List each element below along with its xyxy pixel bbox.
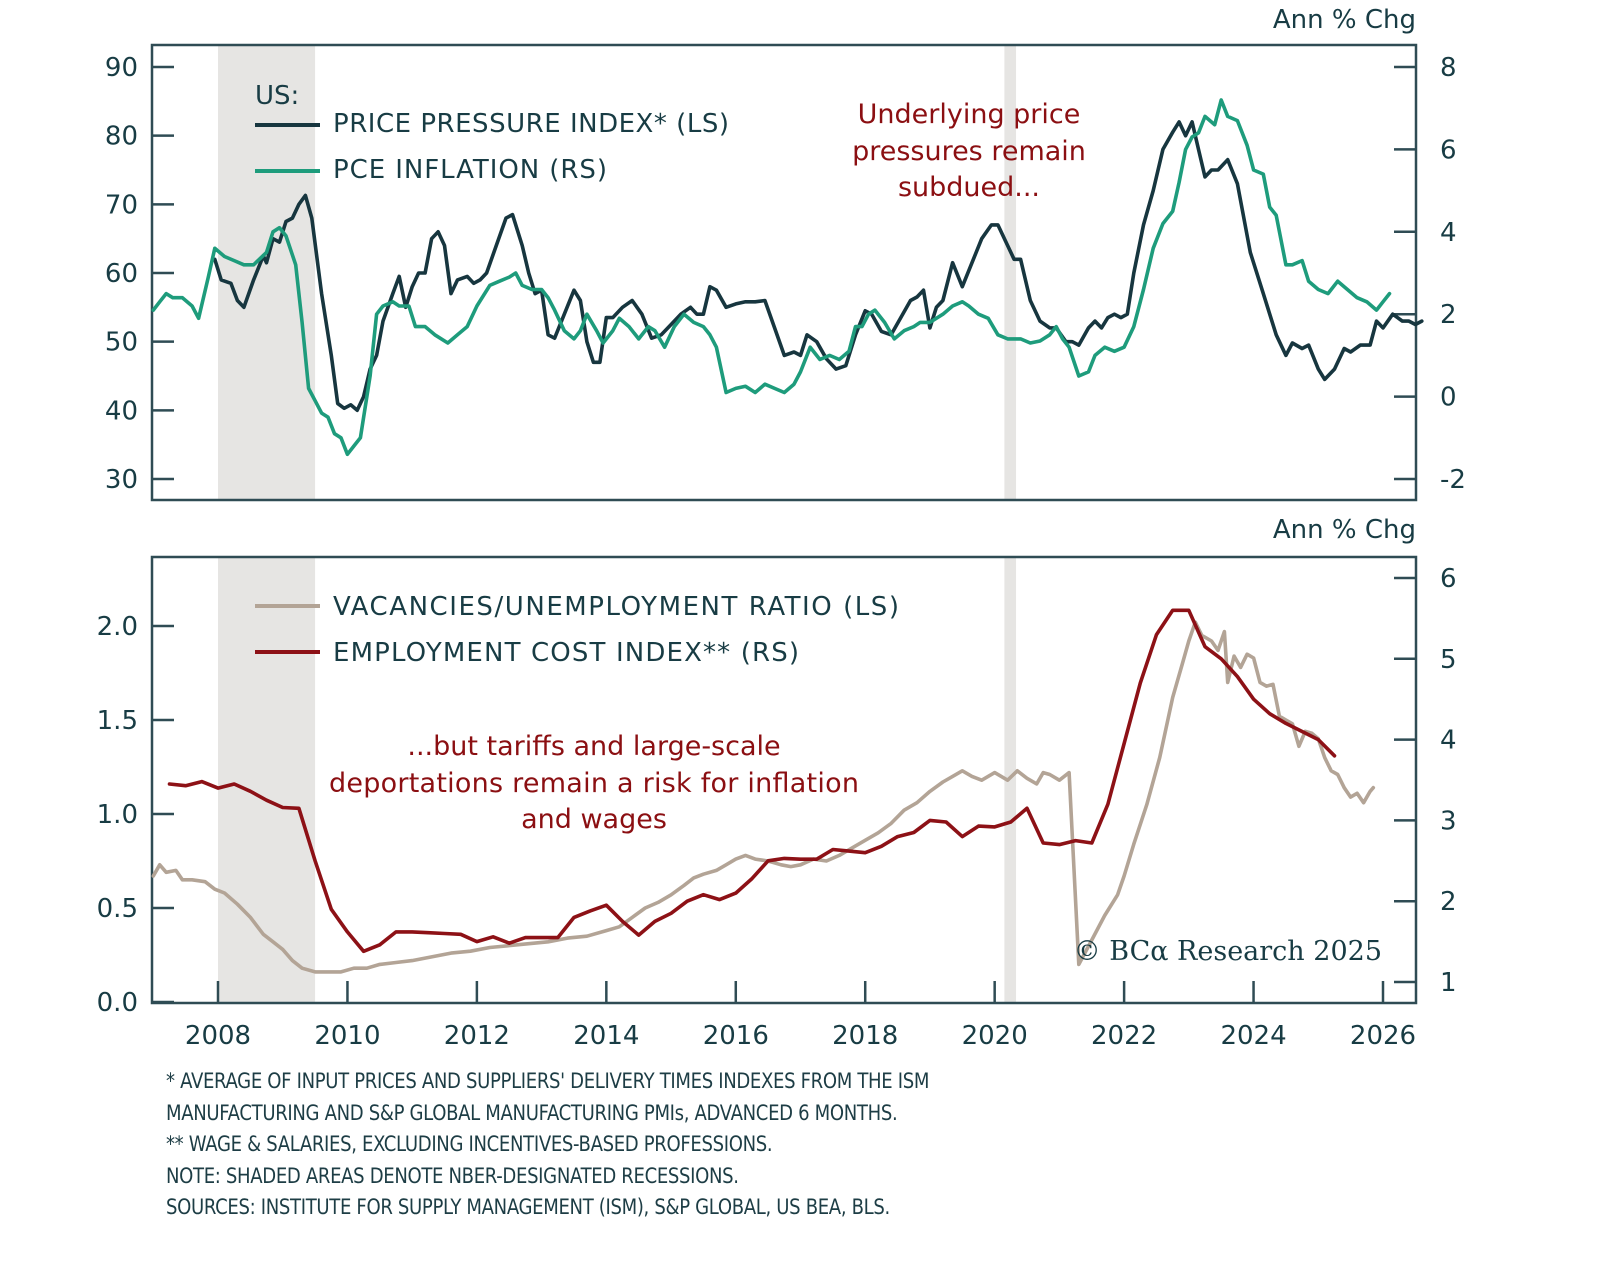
x-axis-tick-label: 2010: [314, 1021, 380, 1051]
x-axis: 2008 2010 2012 2014 2016 2018 2020 2022 2024 2026: [185, 981, 1416, 1051]
right-axis-tick-label: 2: [1440, 300, 1457, 330]
top-right-axis: -2 0 2 4 6 8: [1394, 53, 1466, 495]
right-axis-tick-label: 1: [1440, 968, 1457, 998]
left-axis-tick-label: 1.0: [97, 800, 138, 830]
footnote-1: * AVERAGE OF INPUT PRICES AND SUPPLIERS'…: [166, 1069, 930, 1093]
right-axis-tick-label: 3: [1440, 806, 1457, 836]
series-line-pce-inflation-rs: [151, 98, 1392, 457]
bottom-plot-frame: [150, 555, 1418, 1005]
legend-label-price-pressure: PRICE PRESSURE INDEX* (LS): [333, 109, 729, 139]
x-axis-tick-label: 2016: [703, 1021, 769, 1051]
series-line-employment-cost-index-rs: [167, 608, 1337, 954]
left-axis-tick-label: 90: [105, 53, 138, 83]
left-axis-tick-label: 80: [105, 122, 138, 152]
legend-label-vacancies-ratio: VACANCIES/UNEMPLOYMENT RATIO (LS): [333, 592, 899, 622]
bottom-annotation-line-2: deportations remain a risk for inflation: [329, 768, 859, 799]
right-axis-tick-label: 2: [1440, 887, 1457, 917]
right-axis-tick-label: 4: [1440, 726, 1457, 756]
footnote-3: ** WAGE & SALARIES, EXCLUDING INCENTIVES…: [166, 1132, 773, 1156]
bottom-annotation-line-3: and wages: [521, 804, 667, 835]
top-legend-header: US:: [255, 81, 299, 111]
footnotes: * AVERAGE OF INPUT PRICES AND SUPPLIERS'…: [166, 1066, 929, 1224]
x-axis-tick-label: 2024: [1220, 1021, 1286, 1051]
top-recession-shading: [218, 45, 1017, 500]
footnote-4: NOTE: SHADED AREAS DENOTE NBER-DESIGNATE…: [166, 1163, 739, 1188]
right-axis-tick-label: 5: [1440, 645, 1457, 675]
x-axis-tick-label: 2020: [962, 1021, 1028, 1051]
recession-band: [218, 45, 316, 500]
top-annotation-line-1: Underlying price: [858, 99, 1081, 130]
right-axis-tick-label: 8: [1440, 53, 1457, 83]
legend-label-pce-inflation: PCE INFLATION (RS): [333, 155, 607, 185]
bottom-series-group: [151, 608, 1376, 974]
left-axis-tick-label: 70: [105, 190, 138, 220]
bottom-left-axis: 0.0 0.5 1.0 1.5 2.0: [97, 612, 174, 1018]
left-axis-tick-label: 30: [105, 465, 138, 495]
top-left-axis: 30 40 50 60 70 80 90: [105, 53, 174, 495]
series-line-price-pressure-index-ls: [213, 120, 1424, 413]
right-axis-tick-label: 0: [1440, 383, 1457, 413]
right-axis-tick-label: 6: [1440, 564, 1457, 594]
bottom-annotation-line-1: ...but tariffs and large-scale: [407, 731, 780, 762]
x-axis-tick-label: 2026: [1350, 1021, 1416, 1051]
top-annotation-line-3: subdued...: [898, 172, 1040, 203]
x-axis-tick-label: 2012: [444, 1021, 510, 1051]
bca-watermark: © BCα Research 2025: [1074, 936, 1382, 967]
top-annotation-line-2: pressures remain: [852, 136, 1086, 167]
top-panel: 30 40 50 60 70 80 90 -2 0 2 4 6 8 Ann % Chg US: PRI…: [105, 5, 1466, 502]
top-series-group: [151, 98, 1424, 457]
recession-band: [1004, 45, 1017, 500]
x-axis-tick-label: 2008: [185, 1021, 251, 1051]
left-axis-tick-label: 2.0: [97, 612, 138, 642]
x-axis-tick-label: 2018: [832, 1021, 898, 1051]
top-right-unit-label: Ann % Chg: [1273, 5, 1416, 35]
footnote-2: MANUFACTURING AND S&P GLOBAL MANUFACTURI…: [166, 1100, 898, 1125]
bottom-right-axis: 1 2 3 4 5 6: [1394, 564, 1457, 998]
x-axis-tick-label: 2022: [1091, 1021, 1157, 1051]
series-line-vacancies-unemployment-ratio-ls: [151, 620, 1376, 974]
left-axis-tick-label: 0.0: [97, 988, 138, 1018]
left-axis-tick-label: 50: [105, 328, 138, 358]
left-axis-tick-label: 0.5: [97, 894, 138, 924]
left-axis-tick-label: 1.5: [97, 706, 138, 736]
right-axis-tick-label: -2: [1440, 465, 1466, 495]
right-axis-tick-label: 6: [1440, 135, 1457, 165]
bottom-right-unit-label: Ann % Chg: [1273, 515, 1416, 545]
legend-label-employment-cost: EMPLOYMENT COST INDEX** (RS): [333, 638, 799, 668]
x-axis-tick-label: 2014: [573, 1021, 639, 1051]
left-axis-tick-label: 60: [105, 259, 138, 289]
left-axis-tick-label: 40: [105, 396, 138, 426]
footnote-5: SOURCES: INSTITUTE FOR SUPPLY MANAGEMENT…: [166, 1195, 890, 1219]
recession-band: [218, 557, 316, 1003]
right-axis-tick-label: 4: [1440, 218, 1457, 248]
